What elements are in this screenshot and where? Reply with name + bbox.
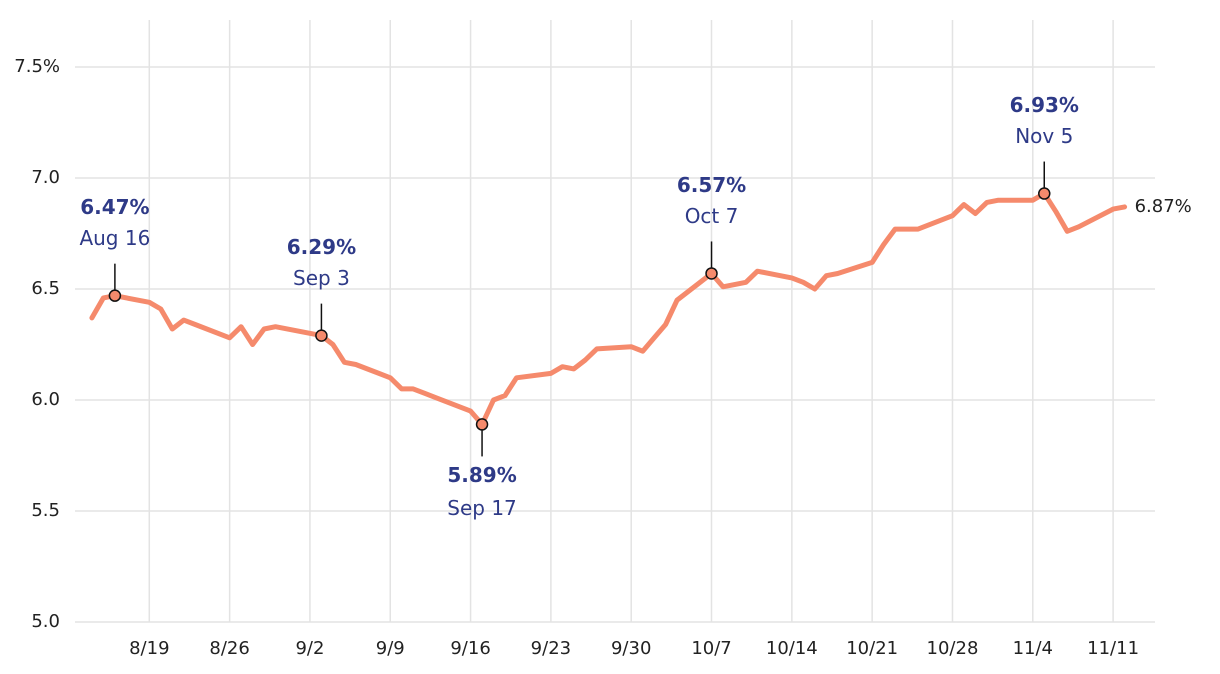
- x-tick-label: 8/19: [129, 638, 169, 659]
- annotation-date: Oct 7: [685, 204, 739, 228]
- x-tick-label: 9/23: [531, 638, 571, 659]
- annotation-point: [108, 289, 122, 302]
- x-tick-label: 9/30: [611, 638, 651, 659]
- x-tick-label: 8/26: [209, 638, 249, 659]
- annotation-value: 6.29%: [287, 235, 356, 259]
- annotation-date: Sep 3: [293, 266, 350, 290]
- annotation-point: [315, 329, 328, 342]
- y-tick-label: 7.0: [31, 167, 60, 188]
- x-tick-label: 11/11: [1087, 638, 1139, 659]
- end-label: 6.87%: [1135, 196, 1192, 217]
- y-tick-label: 5.0: [31, 611, 60, 632]
- x-tick-label: 10/21: [846, 638, 898, 659]
- x-tick-label: 11/4: [1013, 638, 1053, 659]
- rate-line: [89, 191, 1128, 427]
- annotation-value: 6.93%: [1010, 93, 1079, 117]
- y-tick-label: 7.5%: [14, 56, 60, 77]
- annotation-value: 6.47%: [80, 195, 149, 219]
- annotation-value: 6.57%: [677, 173, 746, 197]
- x-tick-label: 10/7: [691, 638, 731, 659]
- x-tick-label: 9/2: [295, 638, 324, 659]
- x-tick-label: 9/16: [450, 638, 490, 659]
- annotation-date: Aug 16: [79, 226, 150, 250]
- annotation-date: Nov 5: [1015, 124, 1073, 148]
- y-tick-label: 6.5: [31, 278, 60, 299]
- annotation-point: [705, 267, 718, 280]
- x-tick-label: 10/14: [766, 638, 818, 659]
- annotation-value: 5.89%: [447, 463, 516, 487]
- annotation-point: [475, 418, 489, 431]
- annotation-point: [1038, 187, 1051, 200]
- x-tick-label: 9/9: [376, 638, 405, 659]
- y-tick-label: 5.5: [31, 500, 60, 521]
- y-tick-label: 6.0: [31, 389, 60, 410]
- annotation-date: Sep 17: [447, 496, 517, 520]
- x-tick-label: 10/28: [927, 638, 979, 659]
